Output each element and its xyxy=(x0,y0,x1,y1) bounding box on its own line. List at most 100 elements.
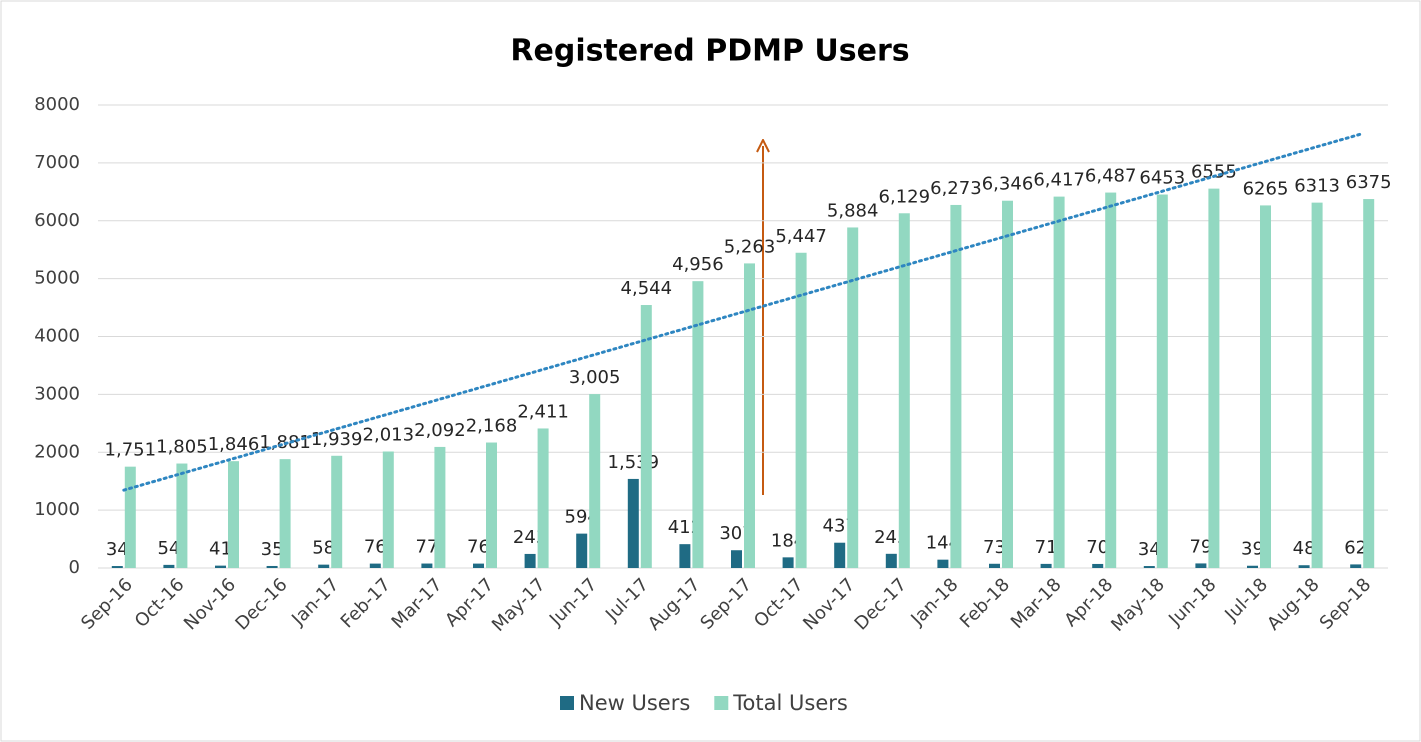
y-tick-label: 1000 xyxy=(34,499,80,520)
y-tick-label: 2000 xyxy=(34,441,80,462)
y-tick-label: 3000 xyxy=(34,383,80,404)
bar xyxy=(421,563,433,568)
data-label: 4,544 xyxy=(621,278,673,299)
bar xyxy=(1298,565,1310,568)
data-label: 34 xyxy=(1138,539,1161,560)
legend-swatch xyxy=(560,696,574,710)
bar xyxy=(382,451,394,568)
bar xyxy=(950,204,962,568)
bar xyxy=(1105,192,1117,568)
data-label: 1,939 xyxy=(311,429,363,450)
bar xyxy=(486,442,497,568)
bar xyxy=(1247,565,1258,568)
data-label: 71 xyxy=(1035,537,1058,558)
bar xyxy=(279,459,291,568)
bar xyxy=(434,446,446,568)
data-label: 70 xyxy=(1086,537,1109,558)
data-label: 4,956 xyxy=(672,254,724,275)
bar xyxy=(537,428,549,568)
data-label: 2,168 xyxy=(466,416,518,437)
data-label: 73 xyxy=(983,537,1006,558)
bar xyxy=(524,553,536,568)
data-label: 2,013 xyxy=(363,424,415,445)
data-label: 54 xyxy=(157,538,180,559)
data-label: 35 xyxy=(261,539,284,560)
data-label: 77 xyxy=(415,537,438,558)
bar xyxy=(576,533,588,568)
data-label: 6,346 xyxy=(982,174,1034,195)
data-label: 1,805 xyxy=(156,437,208,458)
data-label: 6375 xyxy=(1346,172,1392,193)
data-label: 79 xyxy=(1189,536,1212,557)
data-label: 6,129 xyxy=(879,186,931,207)
trendline xyxy=(122,132,1364,492)
data-label: 1,846 xyxy=(208,434,260,455)
y-tick-label: 5000 xyxy=(34,268,80,289)
bar xyxy=(1208,188,1220,568)
data-label: 6313 xyxy=(1294,176,1340,197)
bar xyxy=(1195,563,1207,568)
data-label: 62 xyxy=(1344,537,1367,558)
bar xyxy=(215,565,226,568)
bar xyxy=(885,553,897,568)
data-label: 41 xyxy=(209,539,232,560)
bar xyxy=(692,281,704,568)
bar xyxy=(163,564,175,568)
data-label: 58 xyxy=(312,538,335,559)
data-label: 2,092 xyxy=(414,420,466,441)
bar xyxy=(266,565,278,568)
bar xyxy=(1260,205,1271,568)
bar xyxy=(228,461,239,568)
legend-label: New Users xyxy=(579,691,690,715)
data-label: 2,411 xyxy=(517,401,569,422)
data-label: 34 xyxy=(106,539,129,560)
bar xyxy=(847,227,859,568)
bar xyxy=(640,305,652,568)
legend-label: Total Users xyxy=(732,691,848,715)
data-label: 39 xyxy=(1241,539,1264,560)
data-label: 6265 xyxy=(1243,178,1289,199)
data-label: 5,884 xyxy=(827,200,879,221)
y-tick-label: 7000 xyxy=(34,152,80,173)
data-label: 48 xyxy=(1293,538,1316,559)
y-tick-label: 8000 xyxy=(34,94,80,115)
bar xyxy=(782,557,794,568)
y-tick-label: 6000 xyxy=(34,210,80,231)
bar xyxy=(795,252,807,568)
data-label: 6555 xyxy=(1191,162,1237,183)
bar xyxy=(937,559,949,568)
bar xyxy=(369,563,381,568)
data-label: 6,487 xyxy=(1085,166,1137,187)
data-label: 5,447 xyxy=(775,226,827,247)
bar xyxy=(318,564,330,568)
bar xyxy=(111,566,123,568)
y-tick-label: 0 xyxy=(69,557,80,578)
data-label: 3,005 xyxy=(569,367,621,388)
bar xyxy=(589,394,601,568)
bar xyxy=(898,213,910,568)
data-label: 6,273 xyxy=(930,178,982,199)
bar xyxy=(989,563,1000,568)
bar xyxy=(1053,196,1065,568)
bar xyxy=(473,563,484,568)
bar xyxy=(1092,563,1104,568)
bar xyxy=(1143,566,1155,568)
data-label: 76 xyxy=(364,537,387,558)
bar xyxy=(331,455,343,568)
data-label: 6453 xyxy=(1139,168,1185,189)
bar xyxy=(744,263,755,568)
bar xyxy=(1363,199,1375,568)
bar xyxy=(176,463,188,568)
data-label: 6,417 xyxy=(1033,170,1085,191)
bar xyxy=(1311,202,1323,568)
bar xyxy=(627,478,639,568)
bar xyxy=(124,466,136,568)
chart-title: Registered PDMP Users xyxy=(510,34,909,69)
legend-swatch xyxy=(714,696,729,710)
bar xyxy=(1040,563,1052,568)
bar xyxy=(834,542,846,568)
bar xyxy=(1350,564,1362,568)
bar xyxy=(679,544,691,568)
